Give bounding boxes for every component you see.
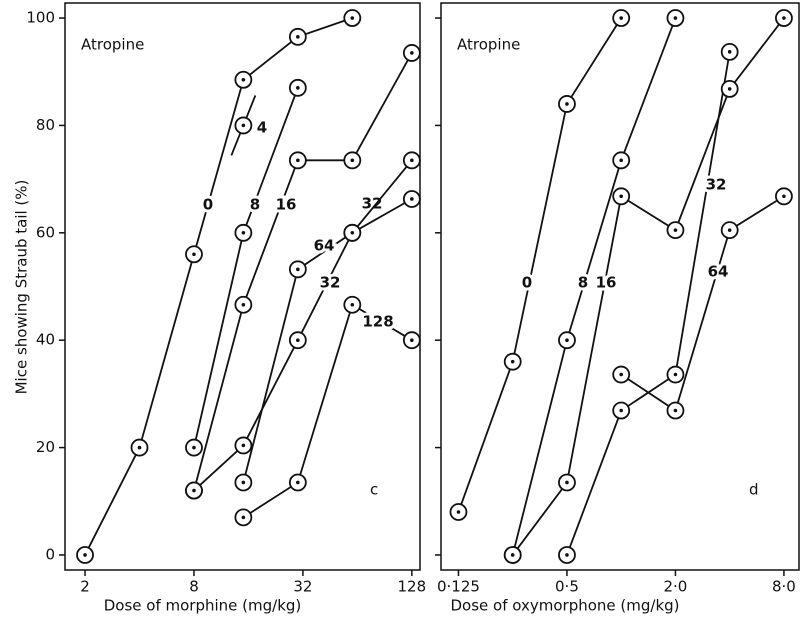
y-tick-label: 20 [36,438,55,456]
point-dot [296,35,300,39]
point-dot [296,338,300,342]
point-dot [456,510,461,514]
annotation: Atropine [81,36,144,54]
y-axis-label: Mice showing Straub tail (%) [13,180,31,395]
x-tick-label: 32 [293,578,312,596]
point-dot [241,77,246,82]
point-dot [565,102,569,106]
point-dot [565,480,569,485]
series-line [566,51,731,556]
point-dot [619,158,623,163]
series-label: 32 [362,195,383,213]
series-label: 64 [708,263,729,281]
x-tick-label: 0·5 [555,578,579,596]
x-tick-label: 2·0 [664,578,688,596]
point-dot [350,231,355,235]
series-label: 16 [276,196,297,214]
point-dot [565,553,569,557]
point-dot [782,16,786,20]
series-label: 4 [257,119,267,137]
point-dot [410,197,414,201]
point-dot [673,16,678,20]
point-dot [241,480,246,485]
point-dot [727,87,732,91]
series-label: 8 [250,196,260,214]
point-dot [350,302,355,307]
point-dot [619,16,623,20]
point-dot [727,50,732,54]
point-dot [241,515,246,520]
panel-label: d [749,481,759,499]
annotation: Atropine [457,36,520,54]
point-dot [510,359,515,364]
point-dot [241,302,246,307]
point-dot [673,228,678,232]
point-dot [296,480,300,485]
point-dot [137,445,142,450]
point-dot [619,372,623,377]
series-label: 64 [314,237,335,255]
point-dot [192,445,196,450]
series-line [511,17,677,556]
point-dot [192,252,196,257]
series-label: 16 [596,274,617,292]
series-label: 128 [362,313,393,331]
series-label: 8 [578,274,588,292]
point-dot [565,338,569,342]
series-line [242,303,413,519]
series-label: 32 [320,274,341,292]
point-dot [619,194,623,199]
y-tick-label: 0 [45,545,55,563]
series-label: 32 [706,176,727,194]
series-label: 0 [522,274,532,292]
x-tick-label: 8 [189,578,199,596]
x-tick-label: 2 [80,578,90,596]
panel-label: c [370,481,378,499]
point-dot [192,488,196,493]
x-axis-label: Dose of oxymorphone (mg/kg) [451,597,680,615]
point-dot [296,158,300,163]
point-dot [296,267,300,272]
point-dot [410,158,414,163]
point-dot [782,194,786,199]
point-dot [350,16,355,20]
x-tick-label: 128 [398,578,427,596]
series-line [511,17,785,556]
series-line [84,17,353,556]
point-dot [673,372,678,377]
y-tick-label: 60 [36,223,55,241]
point-dot [727,228,732,232]
series-line [242,159,413,483]
point-dot [410,51,414,55]
series-label: 0 [203,196,213,214]
point-dot [241,231,246,235]
series-line [193,87,299,448]
series-line [620,195,785,412]
x-tick-label: 8·0 [772,578,796,596]
point-dot [350,158,355,163]
plot-frame [64,2,421,571]
point-dot [619,408,623,413]
x-axis-label: Dose of morphine (mg/kg) [104,597,302,615]
point-dot [410,338,414,342]
series-line [457,17,622,513]
point-dot [296,86,300,90]
plot-frame [440,2,800,571]
y-tick-label: 80 [36,116,55,134]
y-tick-label: 40 [36,331,55,349]
point-dot [673,408,678,413]
point-dot [241,443,246,448]
x-tick-label: 0·125 [437,578,480,596]
point-dot [241,123,246,128]
point-dot [83,553,87,557]
point-dot [510,553,515,557]
y-tick-label: 100 [26,9,55,27]
